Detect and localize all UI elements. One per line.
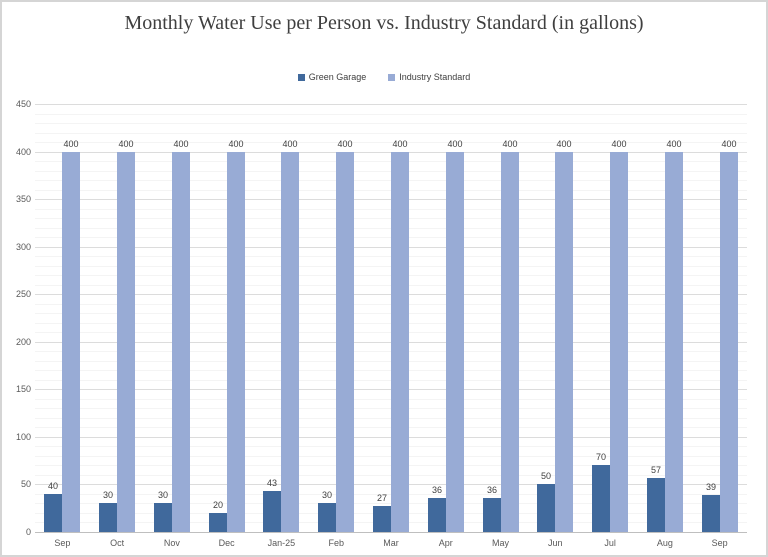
legend-swatch-icon: [297, 73, 305, 81]
y-axis-tick-label: 50: [20, 479, 31, 489]
x-axis-tick-label: Apr: [438, 538, 453, 548]
y-axis-tick-label: 150: [15, 384, 31, 394]
y-axis-tick-label: 200: [15, 337, 31, 347]
y-axis-tick-label: 250: [15, 289, 31, 299]
x-axis-tick-label: May: [492, 538, 510, 548]
plot-area: 40 400 30 400 30 400 20 400 43 400 30 400 27 400 36 400…: [35, 104, 747, 533]
data-label-industry-standard: 400: [502, 139, 518, 149]
bar-green-garage: [44, 494, 62, 532]
data-label-green-garage: 57: [650, 465, 661, 475]
chart-title: Monthly Water Use per Person vs. Industr…: [124, 12, 644, 34]
bar-green-garage: [154, 503, 172, 532]
bar-green-garage: [537, 484, 555, 532]
bar-green-garage: [702, 495, 720, 532]
data-label-industry-standard: 400: [611, 139, 627, 149]
x-axis-tick-label: Oct: [110, 538, 125, 548]
bar-green-garage: [263, 491, 281, 532]
data-label-green-garage: 50: [540, 471, 551, 481]
bar-industry-standard: [665, 152, 683, 532]
x-axis-tick-label: Dec: [218, 538, 235, 548]
data-label-industry-standard: 400: [118, 139, 134, 149]
data-label-green-garage: 36: [486, 485, 497, 495]
data-label-green-garage: 39: [705, 482, 716, 492]
legend-swatch-icon: [388, 73, 396, 81]
y-axis-tick-label: 0: [25, 527, 31, 537]
bar-industry-standard: [501, 152, 519, 532]
data-label-green-garage: 30: [102, 490, 113, 500]
x-axis-tick-label: Aug: [656, 538, 673, 548]
bar-green-garage: [428, 498, 446, 532]
y-axis: 0 50 100 150 200 250 300 350 400 450: [5, 99, 31, 537]
data-label-industry-standard: 400: [556, 139, 572, 149]
data-label-industry-standard: 400: [392, 139, 408, 149]
legend: Green Garage Industry Standard: [2, 72, 766, 82]
bar-green-garage: [483, 498, 501, 532]
data-label-green-garage: 43: [266, 478, 277, 488]
data-label-green-garage: 30: [321, 490, 332, 500]
y-axis-tick-label: 450: [15, 99, 31, 109]
bar-industry-standard: [117, 152, 135, 532]
bar-industry-standard: [336, 152, 354, 532]
data-label-industry-standard: 400: [721, 139, 737, 149]
x-axis-tick-label: Jul: [604, 538, 616, 548]
bar-industry-standard: [555, 152, 573, 532]
data-label-green-garage: 40: [47, 481, 58, 491]
bar-industry-standard: [720, 152, 738, 532]
bar-industry-standard: [172, 152, 190, 532]
x-axis-tick-label: Jun: [548, 538, 563, 548]
data-label-industry-standard: 400: [282, 139, 298, 149]
bar-green-garage: [209, 513, 227, 532]
bar-industry-standard: [227, 152, 245, 532]
x-axis-tick-label: Jan-25: [267, 538, 296, 548]
gridline-minor: [35, 123, 747, 124]
data-label-green-garage: 27: [376, 493, 387, 503]
data-label-industry-standard: 400: [666, 139, 682, 149]
legend-entry-industry-standard: Industry Standard: [388, 72, 470, 82]
gridline-minor: [35, 133, 747, 134]
data-label-industry-standard: 400: [337, 139, 353, 149]
bar-industry-standard: [391, 152, 409, 532]
x-axis-tick-label: Feb: [328, 538, 344, 548]
bar-green-garage: [318, 503, 336, 532]
legend-entry-green-garage: Green Garage: [297, 72, 367, 82]
bar-industry-standard: [610, 152, 628, 532]
data-label-industry-standard: 400: [228, 139, 244, 149]
data-label-green-garage: 36: [431, 485, 442, 495]
x-axis-tick-label: Nov: [163, 538, 180, 548]
legend-label: Industry Standard: [399, 72, 471, 82]
x-axis: Sep Oct Nov Dec Jan-25 Feb Mar Apr May Jun Jul Aug S…: [35, 538, 747, 552]
data-label-green-garage: 70: [595, 452, 606, 462]
data-label-green-garage: 20: [212, 500, 223, 510]
data-label-green-garage: 30: [157, 490, 168, 500]
bar-green-garage: [592, 465, 610, 532]
bar-industry-standard: [281, 152, 299, 532]
x-axis-tick-label: Mar: [383, 538, 399, 548]
bar-green-garage: [373, 506, 391, 532]
y-axis-tick-label: 100: [15, 432, 31, 442]
gridline-major: [35, 104, 747, 105]
bar-industry-standard: [446, 152, 464, 532]
gridline-minor: [35, 114, 747, 115]
x-axis-tick-label: Sep: [54, 538, 71, 548]
data-label-industry-standard: 400: [447, 139, 463, 149]
bar-industry-standard: [62, 152, 80, 532]
y-axis-tick-label: 350: [15, 194, 31, 204]
gridline-axis: [35, 532, 747, 533]
x-axis-tick-label: Sep: [711, 538, 728, 548]
bar-green-garage: [647, 478, 665, 532]
data-label-industry-standard: 400: [63, 139, 79, 149]
gridline-minor: [35, 142, 747, 143]
bar-green-garage: [99, 503, 117, 532]
y-axis-tick-label: 300: [15, 242, 31, 252]
data-label-industry-standard: 400: [173, 139, 189, 149]
legend-label: Green Garage: [308, 72, 367, 82]
y-axis-tick-label: 400: [15, 147, 31, 157]
